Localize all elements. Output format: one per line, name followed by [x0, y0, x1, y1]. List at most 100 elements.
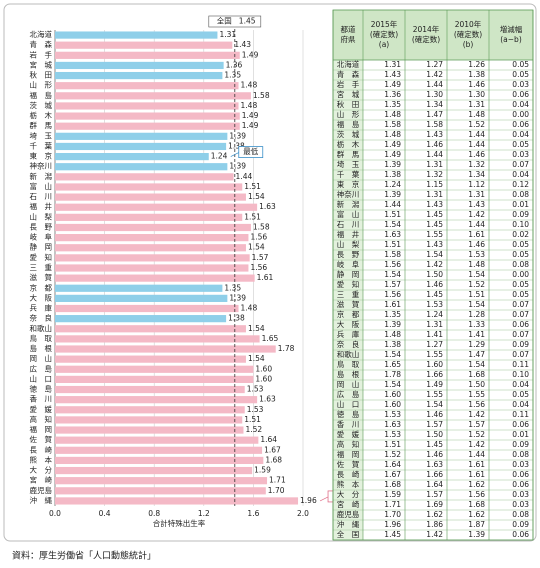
- table-cell: 1.45: [426, 440, 443, 449]
- table-header: (a−b): [500, 35, 522, 44]
- table-header: 府県: [341, 34, 356, 44]
- table-cell: 1.50: [468, 380, 485, 389]
- value-label: 1.39: [229, 162, 246, 171]
- table-cell: 奈 良: [337, 339, 360, 349]
- table-cell: 群 馬: [337, 149, 360, 159]
- category-label: 新 潟: [30, 171, 53, 181]
- table-cell: 山 口: [337, 399, 360, 409]
- bar: [55, 304, 239, 313]
- table-cell: 鳥 取: [337, 359, 360, 369]
- reference-label: 全国: [217, 16, 232, 26]
- table-header: 2014年: [413, 24, 440, 34]
- value-label: 1.49: [242, 121, 259, 130]
- value-label: 1.65: [262, 334, 279, 343]
- table-cell: 大 阪: [337, 319, 360, 329]
- table-cell: 岩 手: [337, 79, 360, 89]
- data-table: 都道府県2015年(確定数)(a)2014年(確定数)2010年(確定数)(b)…: [332, 9, 534, 541]
- category-label: 三 重: [30, 263, 53, 272]
- category-label: 福 島: [30, 90, 53, 100]
- table-cell: 1.34: [468, 170, 485, 179]
- table-cell: 1.54: [384, 380, 401, 389]
- table-cell: 1.44: [426, 80, 443, 89]
- table-cell: 1.53: [384, 430, 401, 439]
- value-label: 1.54: [248, 354, 265, 363]
- value-label: 1.54: [248, 192, 265, 201]
- table-cell: 1.56: [468, 400, 485, 409]
- bar: [55, 436, 259, 444]
- annotation: 最低: [243, 146, 258, 156]
- table-cell: 兵 庫: [337, 329, 360, 339]
- table-cell: 鹿児島: [337, 509, 360, 519]
- table-cell: 0.01: [512, 200, 529, 209]
- table-header: 2015年: [371, 19, 398, 29]
- bar: [55, 426, 244, 434]
- table-cell: 1.52: [468, 430, 485, 439]
- table-cell: 1.56: [384, 290, 401, 299]
- table-cell: 1.70: [384, 510, 401, 519]
- table-cell: 0.08: [512, 190, 529, 199]
- table-cell: 1.52: [468, 280, 485, 289]
- table-cell: 1.51: [384, 240, 401, 249]
- table-cell: 佐 賀: [337, 459, 360, 469]
- table-cell: 0.00: [512, 270, 529, 279]
- value-label: 1.44: [236, 172, 253, 181]
- bar: [55, 497, 299, 505]
- table-cell: 0.09: [512, 440, 529, 449]
- table-cell: 0.08: [512, 510, 529, 519]
- value-label: 1.96: [300, 496, 317, 505]
- table-cell: 1.57: [384, 280, 401, 289]
- bar: [55, 274, 255, 282]
- table-cell: 1.54: [384, 350, 401, 359]
- table-cell: 0.06: [512, 90, 529, 99]
- table-cell: 福 岡: [337, 450, 360, 459]
- table-cell: 0.07: [512, 310, 529, 319]
- x-tick-label: 0.4: [99, 509, 111, 518]
- table-cell: 1.66: [426, 470, 443, 479]
- table-header: 2010年: [455, 19, 482, 29]
- table-cell: 1.61: [468, 230, 485, 239]
- table-cell: 1.36: [384, 90, 401, 99]
- value-label: 1.31: [219, 30, 236, 39]
- table-cell: 1.43: [426, 240, 443, 249]
- table-cell: 1.60: [384, 400, 401, 409]
- table-cell: 0.05: [512, 240, 529, 249]
- table-cell: 1.43: [384, 70, 401, 79]
- table-cell: 1.15: [426, 180, 443, 189]
- table-cell: 1.30: [468, 90, 485, 99]
- value-label: 1.54: [248, 243, 265, 252]
- reference-value: 1.45: [239, 17, 256, 26]
- table-cell: 1.68: [468, 370, 485, 379]
- value-label: 1.57: [252, 253, 269, 262]
- table-cell: 0.06: [512, 420, 529, 429]
- table-cell: 1.66: [426, 370, 443, 379]
- table-cell: 1.60: [384, 390, 401, 399]
- bar: [55, 365, 254, 373]
- table-cell: 岡 山: [337, 379, 360, 389]
- value-label: 1.51: [244, 415, 261, 424]
- category-label: 奈 良: [30, 313, 53, 323]
- bar: [55, 375, 254, 384]
- table-cell: 1.68: [384, 480, 401, 489]
- table-cell: 1.34: [426, 100, 443, 109]
- table-cell: 0.06: [512, 320, 529, 329]
- table-cell: 1.54: [384, 270, 401, 279]
- bar: [55, 406, 245, 414]
- table-cell: 1.71: [384, 500, 401, 509]
- table-cell: 1.48: [384, 130, 401, 139]
- bar: [55, 152, 209, 161]
- table-cell: 1.56: [468, 490, 485, 499]
- category-label: 青 森: [30, 39, 53, 49]
- table-cell: 1.41: [426, 330, 443, 339]
- category-label: 栃 木: [30, 110, 53, 120]
- category-label: 石 川: [30, 192, 53, 201]
- table-cell: 1.45: [426, 220, 443, 229]
- table-cell: 長 崎: [337, 469, 360, 479]
- table-header: (確定数): [454, 29, 482, 39]
- bar: [55, 183, 243, 191]
- value-label: 1.60: [255, 364, 272, 373]
- bar: [55, 355, 246, 363]
- value-label: 1.38: [228, 141, 245, 150]
- table-cell: 1.39: [468, 530, 485, 539]
- table-cell: 1.46: [426, 280, 443, 289]
- table-cell: 0.04: [512, 100, 529, 109]
